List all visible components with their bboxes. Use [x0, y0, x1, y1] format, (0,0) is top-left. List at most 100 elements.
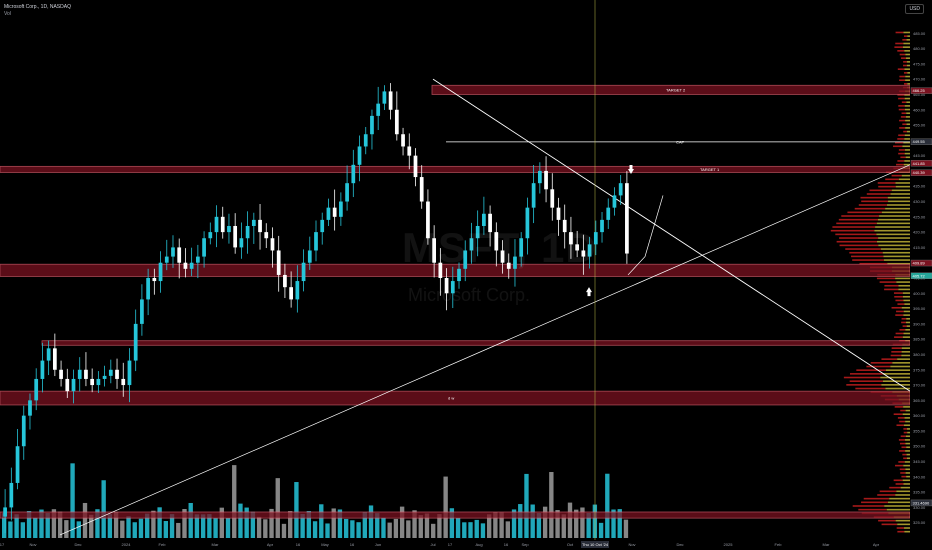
candle-body	[351, 164, 356, 184]
profile-bar-up	[882, 251, 910, 254]
profile-bar-up	[880, 248, 910, 250]
candle-body	[121, 378, 126, 386]
volume-bar	[605, 473, 610, 538]
candle-body	[606, 207, 611, 220]
volume-bar	[555, 510, 560, 538]
profile-bar-down	[901, 112, 907, 115]
volume-bar	[511, 509, 517, 538]
volume-bar	[418, 515, 423, 538]
volume-bar	[95, 509, 100, 538]
candle-body	[556, 207, 561, 220]
price-axis[interactable]: 325.00 330.00 335.00 340.00 345.00 350.00 355.…	[910, 0, 932, 550]
time-tick: Apr	[873, 542, 880, 547]
profile-bar-down	[893, 145, 903, 148]
candle-body	[245, 226, 250, 239]
candle-body	[482, 213, 486, 226]
candle-body	[450, 281, 455, 294]
profile-bar-up	[901, 351, 910, 353]
profile-bar-down	[863, 497, 890, 500]
price-tick: 350.00	[913, 444, 926, 449]
profile-bar-up	[885, 387, 910, 390]
profile-bar-up	[904, 138, 910, 140]
price-label-bg	[910, 138, 932, 145]
volume-bar	[188, 502, 193, 538]
price-tick: 470.00	[913, 77, 926, 82]
profile-bar-down	[903, 72, 908, 74]
profile-bar-down	[900, 472, 906, 474]
profile-bar-up	[903, 332, 910, 335]
time-axis[interactable]: 17 Nov Dec 2024 Feb Mar Apr 16 May 16 Jun Jul 17 Aug 1…	[0, 540, 910, 550]
profile-bar-up	[887, 196, 910, 199]
price-label-bg	[910, 272, 932, 279]
volume-bar	[132, 522, 137, 538]
profile-bar-down	[896, 163, 904, 166]
zone-label: TARGET 2	[666, 87, 686, 92]
profile-bar-down	[900, 409, 906, 412]
profile-bar-up	[904, 530, 910, 533]
profile-bar-down	[894, 46, 903, 48]
profile-bar-up	[906, 123, 910, 126]
volume-bar	[76, 521, 81, 538]
profile-bar-down	[839, 244, 879, 247]
profile-bar-up	[903, 314, 910, 316]
price-tick: 455.00	[913, 123, 926, 128]
candle-body	[314, 232, 318, 251]
ascending-trendline	[59, 164, 911, 536]
volume-bar	[505, 521, 510, 538]
volume-bar	[518, 504, 523, 538]
volume-bar	[288, 511, 293, 538]
currency-badge[interactable]: USD	[905, 4, 924, 14]
profile-bar-down	[903, 61, 907, 63]
profile-bar-up	[895, 519, 910, 522]
candle-body	[152, 278, 157, 282]
profile-bar-up	[907, 83, 910, 85]
profile-bar-down	[898, 461, 905, 463]
volume-bar	[574, 509, 579, 538]
name-watermark: Microsoft Corp.	[408, 285, 531, 305]
profile-bar-down	[884, 284, 899, 287]
profile-bar-down	[855, 387, 886, 390]
candle-body	[40, 360, 45, 379]
volume-bar	[82, 502, 88, 538]
descending-trendline	[432, 78, 911, 392]
profile-bar-down	[879, 490, 897, 493]
candle-body	[363, 134, 368, 147]
candle-body	[46, 348, 51, 361]
time-tick: Aug	[475, 542, 482, 547]
profile-bar-up	[906, 61, 910, 63]
volume-bar	[113, 511, 119, 538]
profile-bar-down	[897, 417, 905, 419]
profile-bar-down	[894, 406, 904, 408]
profile-bar-up	[903, 406, 910, 408]
profile-bar-down	[898, 439, 906, 441]
profile-bar-up	[904, 105, 910, 107]
volume-bar	[169, 514, 175, 538]
profile-bar-up	[905, 53, 910, 56]
profile-bar-down	[861, 501, 888, 504]
volume-bar	[138, 518, 144, 538]
volume-bar	[412, 510, 417, 538]
profile-bar-up	[906, 112, 910, 115]
volume-bar	[362, 512, 367, 538]
candle-body	[258, 219, 262, 233]
profile-bar-down	[891, 174, 902, 177]
time-tick: Dec	[74, 542, 81, 547]
volume-bars	[2, 463, 629, 538]
profile-bar-up	[904, 108, 910, 111]
candle-body	[438, 262, 443, 278]
profile-bar-up	[902, 413, 910, 416]
profile-bar-down	[903, 35, 908, 37]
profile-bar-up	[905, 450, 910, 452]
price-label: 449.55	[913, 139, 926, 144]
volume-bar	[530, 504, 535, 538]
price-tick: 465.00	[913, 92, 926, 97]
volume-bar	[350, 520, 355, 538]
symbol-watermark: MSFT, 1D	[402, 224, 597, 271]
volume-bar	[213, 518, 218, 538]
profile-bar-down	[903, 64, 907, 67]
profile-bar-down	[895, 314, 904, 316]
profile-bar-up	[898, 288, 910, 291]
candle-body	[220, 216, 225, 233]
candle-body	[469, 238, 474, 251]
